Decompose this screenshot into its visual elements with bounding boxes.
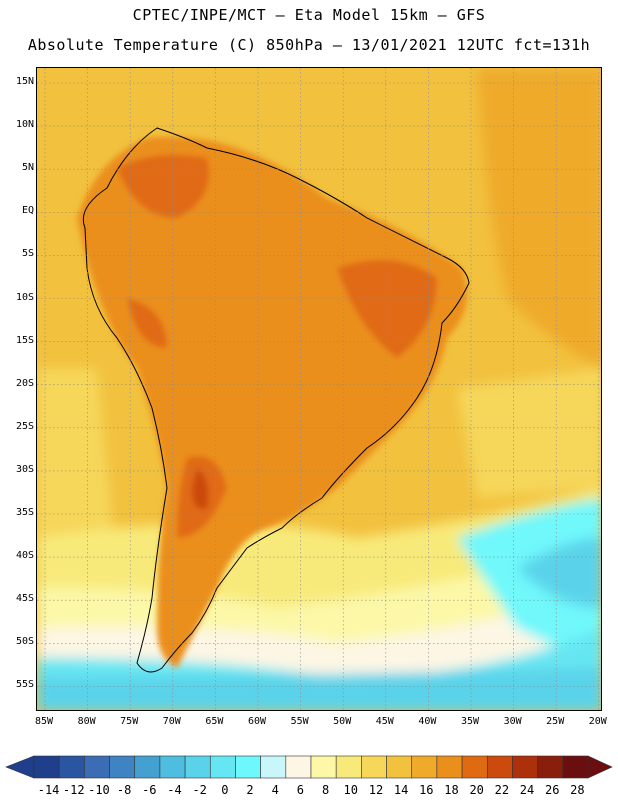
colorbar-segment bbox=[486, 755, 513, 779]
lon-tick-label: 50W bbox=[333, 716, 352, 727]
colorbar bbox=[5, 755, 613, 779]
colorbar-label: -10 bbox=[88, 783, 110, 797]
colorbar-label: 12 bbox=[368, 783, 384, 797]
lat-tick-label: 30S bbox=[15, 463, 34, 475]
colorbar-segment bbox=[537, 755, 564, 779]
lat-tick-label: 25S bbox=[15, 420, 34, 432]
lat-tick-label: 5N bbox=[21, 162, 34, 174]
lon-tick-label: 55W bbox=[290, 716, 309, 727]
lat-tick-label: EQ bbox=[21, 205, 34, 217]
lat-tick-label: 20S bbox=[15, 377, 34, 389]
lat-tick-label: 15N bbox=[15, 76, 34, 87]
lat-tick-label: 45S bbox=[15, 593, 34, 605]
lat-tick-label: 5S bbox=[21, 248, 34, 260]
lat-tick-label: 10N bbox=[15, 119, 34, 131]
colorbar-label: 20 bbox=[469, 783, 484, 797]
colorbar-segment bbox=[386, 755, 413, 779]
lat-tick-label: 50S bbox=[15, 636, 34, 648]
colorbar-segment bbox=[461, 755, 488, 779]
colorbar-segment bbox=[285, 755, 312, 779]
colorbar-label: -4 bbox=[167, 783, 182, 797]
colorbar-label: 14 bbox=[393, 783, 409, 797]
lon-tick-label: 85W bbox=[34, 716, 54, 727]
colorbar-max-arrow bbox=[587, 755, 613, 779]
lon-tick-label: 35W bbox=[460, 716, 480, 727]
colorbar-label: -6 bbox=[142, 783, 157, 797]
colorbar-min-arrow bbox=[5, 755, 35, 779]
lon-tick-label: 45W bbox=[375, 716, 394, 727]
colorbar-segment bbox=[134, 755, 161, 779]
map-panel bbox=[36, 67, 602, 711]
colorbar-label: 26 bbox=[544, 783, 560, 797]
colorbar-label: 28 bbox=[570, 783, 585, 797]
temperature-map bbox=[37, 68, 601, 710]
colorbar-segment bbox=[33, 755, 60, 779]
map-title: CPTEC/INPE/MCT — Eta Model 15km — GFS bbox=[132, 6, 486, 24]
lon-tick-label: 75W bbox=[120, 716, 139, 727]
colorbar-segment bbox=[235, 755, 261, 779]
colorbar-label: 8 bbox=[321, 783, 330, 797]
lat-tick-label: 40S bbox=[15, 550, 34, 562]
colorbar-label: 6 bbox=[296, 783, 305, 797]
colorbar-label: 18 bbox=[444, 783, 459, 797]
colorbar-segment bbox=[184, 755, 211, 779]
lon-tick-label: 60W bbox=[247, 716, 267, 727]
colorbar-segment bbox=[260, 755, 287, 779]
colorbar-segment bbox=[310, 755, 337, 779]
colorbar-segment bbox=[562, 755, 589, 779]
lon-tick-label: 65W bbox=[205, 716, 224, 727]
colorbar-segment bbox=[436, 755, 463, 779]
colorbar-segment bbox=[512, 755, 538, 779]
colorbar-segment bbox=[58, 755, 85, 779]
lon-tick-label: 70W bbox=[162, 716, 181, 727]
colorbar-label: -14 bbox=[37, 783, 60, 797]
map-subtitle: Absolute Temperature (C) 850hPa — 13/01/… bbox=[27, 36, 591, 54]
lat-tick-label: 10S bbox=[15, 291, 34, 303]
lat-tick-label: 15S bbox=[15, 334, 34, 346]
colorbar-label: -8 bbox=[116, 783, 132, 797]
colorbar-label: 0 bbox=[221, 783, 229, 797]
colorbar-label: 22 bbox=[494, 783, 510, 797]
colorbar-segment bbox=[411, 755, 438, 779]
colorbar-segment bbox=[109, 755, 136, 779]
colorbar-segment bbox=[159, 755, 186, 779]
lat-tick-label: 35S bbox=[15, 507, 34, 518]
lat-tick-label: 55S bbox=[15, 679, 34, 691]
colorbar-label: 10 bbox=[343, 783, 358, 797]
colorbar-label: 16 bbox=[419, 783, 434, 797]
lon-tick-label: 25W bbox=[546, 716, 565, 727]
colorbar-label: 4 bbox=[271, 783, 279, 797]
colorbar-segment bbox=[361, 755, 387, 779]
lon-tick-label: 30W bbox=[503, 716, 522, 727]
colorbar-label: -2 bbox=[192, 783, 207, 797]
colorbar-segment bbox=[84, 755, 110, 779]
colorbar-label: 24 bbox=[519, 783, 535, 797]
colorbar-segment bbox=[335, 755, 362, 779]
lon-tick-label: 80W bbox=[77, 716, 96, 727]
colorbar-label: 2 bbox=[246, 783, 254, 797]
lon-tick-label: 40W bbox=[418, 716, 437, 727]
colorbar-segment bbox=[209, 755, 236, 779]
colorbar-label: -12 bbox=[62, 783, 85, 797]
lon-tick-label: 20W bbox=[588, 716, 607, 727]
